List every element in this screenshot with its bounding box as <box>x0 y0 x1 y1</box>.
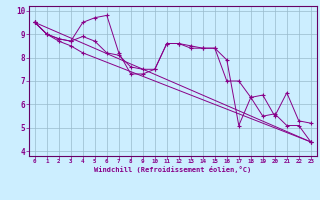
X-axis label: Windchill (Refroidissement éolien,°C): Windchill (Refroidissement éolien,°C) <box>94 166 252 173</box>
